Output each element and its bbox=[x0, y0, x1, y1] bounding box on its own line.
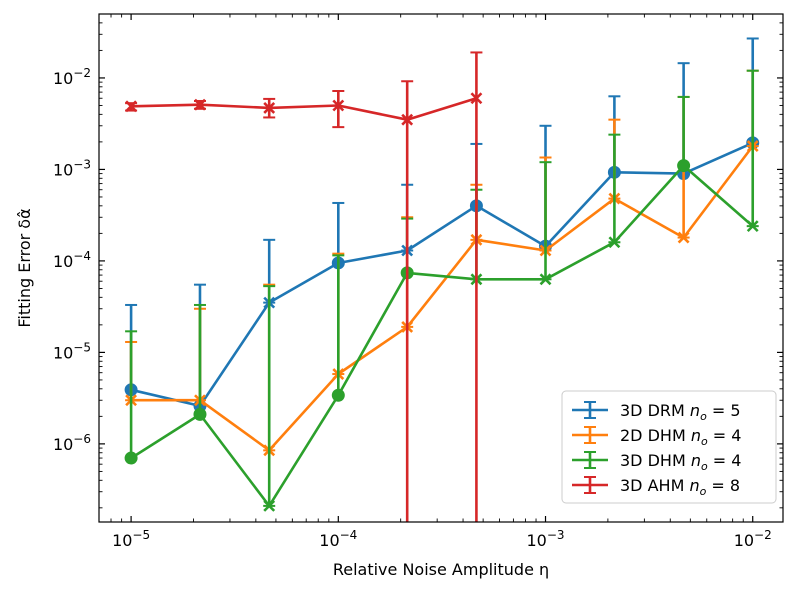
data-point-x-stroke-b bbox=[746, 220, 759, 233]
x-tick-label: 10−4 bbox=[319, 528, 357, 550]
legend-label: 3D DHM no = 4 bbox=[620, 451, 741, 473]
data-point-circle-marker bbox=[193, 407, 207, 421]
data-point-x-marker bbox=[125, 100, 138, 113]
data-point-x-stroke-b bbox=[539, 273, 552, 286]
series-3d-ahm bbox=[125, 51, 483, 522]
plot-area: 10−5 10−4 10−3 10−2 10−6 10−5 10−4 10−3 10−2 bbox=[53, 13, 784, 550]
y-tick-label: 10−6 bbox=[53, 432, 91, 454]
data-point-x-stroke-b bbox=[125, 100, 138, 113]
data-point-x-marker bbox=[539, 273, 552, 286]
x-axis-title: Relative Noise Amplitude η bbox=[333, 560, 549, 579]
y-tick-label: 10−3 bbox=[53, 157, 91, 179]
x-tick-label: 10−3 bbox=[526, 528, 564, 550]
legend-entry: 3D DRM no = 5 bbox=[572, 401, 741, 423]
data-point-x-marker bbox=[401, 113, 414, 126]
y-tick-label: 10−4 bbox=[53, 249, 91, 271]
data-point-x-marker bbox=[608, 236, 621, 249]
data-point-x-marker bbox=[677, 231, 690, 244]
data-point-x-stroke-b bbox=[263, 499, 276, 512]
series-3d-dhm bbox=[124, 69, 759, 512]
y-tick-label: 10−5 bbox=[53, 340, 91, 362]
y-axis-title: Fitting Error δα̂ bbox=[15, 208, 34, 327]
data-point-x-marker bbox=[194, 98, 206, 111]
legend-entry: 3D DHM no = 4 bbox=[572, 451, 741, 473]
data-point-x-marker bbox=[263, 499, 276, 512]
series-layer bbox=[124, 37, 760, 522]
y-tick-label: 10−2 bbox=[53, 66, 91, 88]
data-point-x-stroke-b bbox=[470, 92, 483, 105]
series-line bbox=[131, 96, 477, 121]
data-point-circle-marker bbox=[677, 159, 691, 173]
legend-entry: 3D AHM no = 8 bbox=[572, 476, 740, 498]
data-point-x-stroke-b bbox=[194, 98, 206, 111]
data-point-x-marker bbox=[263, 102, 276, 114]
data-point-x-stroke-b bbox=[401, 113, 414, 126]
data-point-x-marker bbox=[470, 92, 483, 105]
data-point-x-stroke-b bbox=[608, 236, 621, 249]
data-point-circle-marker bbox=[124, 451, 138, 465]
x-tick-label: 10−2 bbox=[734, 528, 772, 550]
series-line bbox=[130, 141, 754, 408]
plot-frame bbox=[98, 13, 784, 523]
legend: 3D DRM no = 5 2D DHM no = 4 3D DHM no = 4 3… bbox=[561, 390, 777, 504]
series-line bbox=[131, 145, 754, 452]
data-point-circle-marker bbox=[331, 388, 345, 402]
data-point-x-stroke-b bbox=[263, 102, 276, 114]
x-tick-label: 10−5 bbox=[112, 528, 150, 550]
data-point-x-marker bbox=[746, 220, 759, 233]
data-point-x-stroke-b bbox=[332, 99, 345, 112]
data-point-x-stroke-b bbox=[677, 231, 690, 244]
legend-box bbox=[561, 390, 777, 504]
ticks-layer: 10−5 10−4 10−3 10−2 10−6 10−5 10−4 10−3 10−2 bbox=[53, 13, 783, 550]
legend-entry: 2D DHM no = 4 bbox=[572, 426, 741, 448]
series-line bbox=[130, 164, 754, 508]
legend-label: 2D DHM no = 4 bbox=[620, 426, 741, 448]
legend-label: 3D AHM no = 8 bbox=[620, 476, 740, 498]
data-point-x-marker bbox=[332, 99, 345, 112]
legend-label: 3D DRM no = 5 bbox=[620, 401, 741, 423]
